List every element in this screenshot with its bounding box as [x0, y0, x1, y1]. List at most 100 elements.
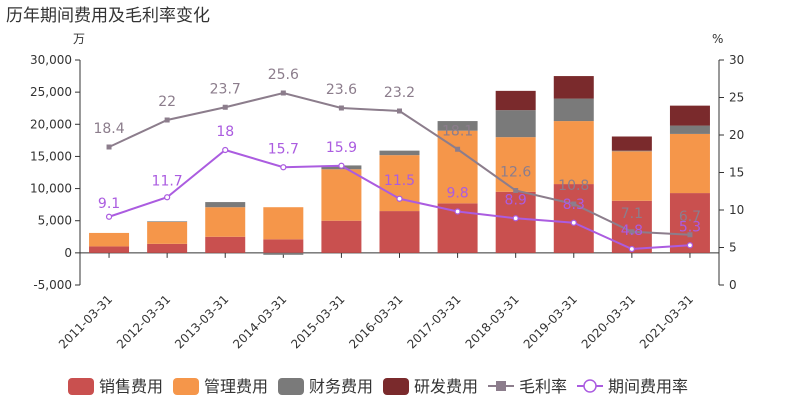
bar-segment [495, 110, 536, 138]
legend-marker-circle [583, 379, 597, 393]
bar-segment [379, 150, 420, 156]
bar-segment [495, 191, 536, 253]
line-data-label: 9.1 [98, 196, 120, 212]
x-tick-label: 2021-03-31 [637, 292, 696, 351]
right-tick-label: 15 [729, 166, 744, 180]
line-marker-circle [338, 162, 345, 169]
x-tick-label: 2011-03-31 [56, 292, 115, 351]
bar-segment [205, 207, 246, 237]
line-marker-square [164, 117, 170, 123]
right-tick-label: 0 [729, 278, 737, 292]
line-marker-circle [454, 208, 461, 215]
data-labels-group: 18.4 22 23.7 25.6 23.6 23.2 18.1 12.6 10.8 7.1 6.7… [93, 67, 701, 239]
bar-segment [553, 98, 594, 122]
line-data-label: 6.7 [679, 209, 701, 225]
bar-segment [495, 137, 536, 192]
line-marker-square [687, 232, 693, 238]
bar-segment [669, 133, 710, 194]
left-tick-label: 5,000 [38, 214, 72, 228]
bar-segment [379, 211, 420, 253]
legend-label: 期间费用率 [608, 377, 688, 396]
right-axis-unit: % [712, 32, 723, 46]
left-tick-label: -5,000 [33, 278, 72, 292]
line-marker-square [455, 146, 461, 152]
line-data-label: 15.9 [326, 140, 357, 156]
line-data-label: 12.6 [500, 165, 531, 181]
bar-segment [263, 239, 304, 253]
legend-swatch [278, 378, 304, 395]
x-tick-label: 2013-03-31 [172, 292, 231, 351]
x-tick-label: 2012-03-31 [114, 292, 173, 351]
bar-segment [205, 236, 246, 253]
legend: 销售费用 管理费用 财务费用 研发费用 毛利率 期间费用率 [68, 377, 688, 396]
x-tick-label: 2014-03-31 [230, 292, 289, 351]
bars-group [89, 76, 710, 255]
line-marker-circle [105, 213, 113, 220]
line-marker-square [106, 144, 112, 150]
line-marker-circle [570, 219, 577, 226]
line-marker-circle [164, 194, 171, 201]
x-tick-label: 2016-03-31 [346, 292, 405, 351]
line-data-label: 18 [216, 124, 234, 140]
bar-segment [205, 202, 246, 208]
line-marker-square [280, 90, 286, 96]
left-tick-label: 20,000 [30, 117, 72, 131]
legend-label: 财务费用 [309, 377, 373, 396]
bar-segment [437, 121, 478, 131]
left-tick-label: 15,000 [30, 149, 72, 163]
bar-segment [553, 184, 594, 253]
line-marker-square [571, 201, 577, 207]
bar-segment [495, 90, 536, 111]
x-tick-label: 2019-03-31 [521, 292, 580, 351]
right-tick-label: 30 [729, 53, 744, 67]
line-marker-circle [512, 215, 519, 222]
legend-swatch [383, 378, 409, 395]
legend-label: 销售费用 [99, 377, 163, 396]
line-marker-square [513, 188, 519, 193]
line-marker-square [629, 229, 635, 235]
line-data-label: 8.9 [505, 192, 527, 208]
line-marker-square [397, 108, 402, 114]
right-tick-label: 10 [729, 203, 744, 217]
bar-segment [147, 221, 188, 222]
bar-segment [611, 200, 652, 253]
legend-marker-square [496, 381, 506, 391]
bar-segment [669, 105, 710, 126]
line-data-label: 23.2 [384, 85, 415, 101]
bar-segment [437, 130, 478, 204]
bar-segment [321, 169, 362, 221]
line-data-label: 8.3 [563, 197, 585, 213]
left-tick-label: 30,000 [30, 53, 72, 67]
bar-segment [321, 220, 362, 253]
line-marker-square [222, 104, 228, 110]
line-data-label: 10.8 [558, 178, 589, 194]
x-tick-label: 2020-03-31 [579, 292, 638, 351]
line-data-label: 5.3 [679, 219, 701, 235]
bar-segment [611, 150, 652, 152]
line-data-label: 22 [158, 94, 176, 110]
line-marker-circle [222, 146, 229, 154]
bar-segment [147, 222, 188, 244]
line-marker-circle [396, 195, 403, 202]
line-data-label: 23.6 [326, 82, 357, 98]
line-marker-square [338, 105, 344, 111]
line-data-label: 15.7 [268, 141, 299, 157]
lines-group [105, 90, 694, 253]
right-tick-label: 25 [729, 91, 744, 105]
x-tick-label: 2017-03-31 [404, 292, 463, 351]
line-marker-circle [628, 245, 635, 253]
bar-segment [553, 121, 594, 185]
line-data-label: 7.1 [621, 206, 643, 222]
line-data-label: 25.6 [268, 67, 299, 83]
bar-segment [147, 243, 188, 253]
line-data-label: 9.8 [446, 186, 468, 202]
line-data-label: 18.1 [442, 123, 473, 139]
legend-label: 毛利率 [519, 377, 567, 396]
bar-segment [263, 252, 304, 255]
legend-swatch [173, 378, 199, 395]
bar-segment [553, 76, 594, 99]
bar-segment [263, 207, 304, 240]
bar-segment [89, 246, 130, 253]
legend-swatch [68, 378, 94, 395]
